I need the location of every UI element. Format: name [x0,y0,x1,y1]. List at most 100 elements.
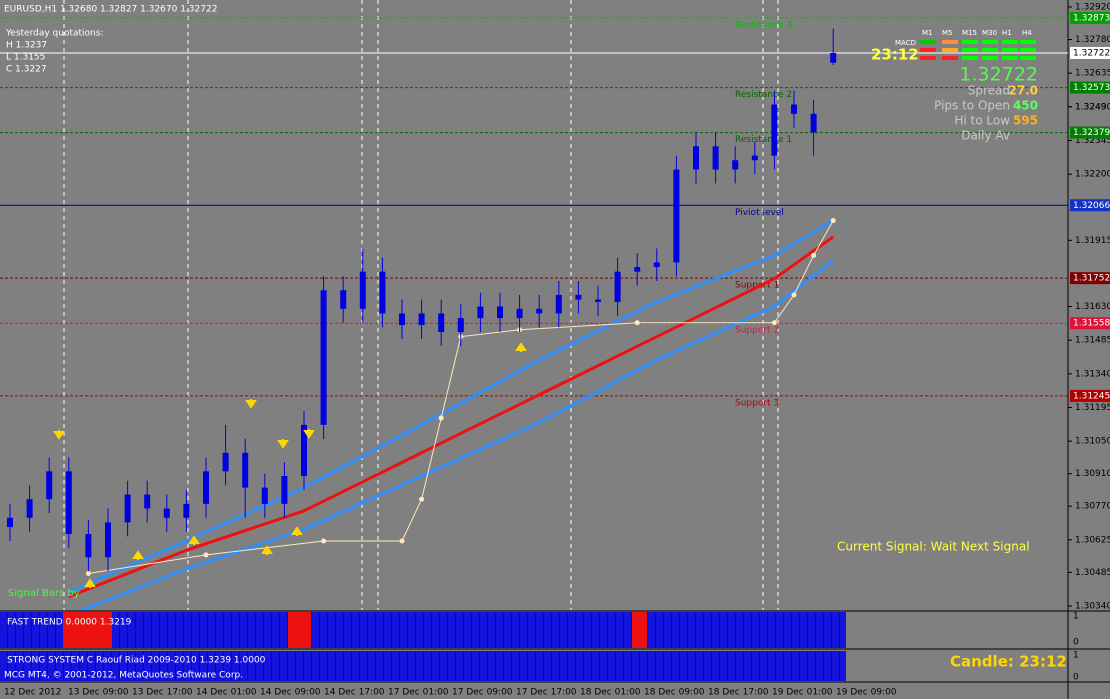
candle-body [26,499,33,518]
price-tick-label: 1.31195 [1075,403,1110,413]
level-box [1070,199,1110,212]
candle-body [379,271,386,314]
strong-system-label: STRONG SYSTEM C Raouf Riad 2009-2010 1.3… [7,656,266,666]
fast-trend-red [63,612,112,648]
price-tick-label: 1.31340 [1075,369,1110,379]
yesterday-close: C 1.3227 [6,65,47,75]
stop-dot [634,320,640,326]
level-value: 1.31245 [1073,391,1110,401]
candle-body [438,313,445,333]
stop-dot [438,415,444,421]
level-label: Support 3 [735,398,779,408]
candle-body [712,146,719,170]
timer: 23:12 [871,46,919,64]
time-label: 13 Dec 17:00 [132,688,193,698]
level-box [1070,81,1110,94]
spread-label: Spread [968,84,1010,98]
price-tick-label: 1.31630 [1075,302,1110,312]
time-label: 19 Dec 09:00 [836,688,897,698]
level-box [1070,11,1110,24]
copyright: MCG MT4, © 2001-2012, MetaQuotes Softwar… [4,671,243,681]
mtf-blocks [920,40,1036,60]
moving-average [68,258,835,617]
panel-axis: 1 [1073,612,1079,622]
candle-body [595,299,601,302]
candle-body [418,313,425,326]
level-box [1070,317,1110,330]
yesterday-low: L 1.3155 [6,53,45,63]
level-label: Piviot level [735,208,784,218]
stop-dot [399,538,405,544]
price-tick-label: 1.32780 [1075,35,1110,45]
level-value: 1.32379 [1073,128,1110,138]
level-label: Resistance 1 [735,135,792,145]
price-tick-label: 1.32635 [1075,69,1110,79]
stop-dot [85,570,91,576]
time-label: 17 Dec 09:00 [452,688,513,698]
stop-dot [321,538,327,544]
timeframe-label: M1 [922,29,933,37]
price-tick-label: 1.30485 [1075,568,1110,578]
level-value: 1.32873 [1073,13,1110,23]
time-label: 18 Dec 17:00 [708,688,769,698]
current-price-box [1070,46,1110,59]
candle-body [810,113,817,133]
strong-system-texture [0,651,846,681]
candle-body [673,169,680,263]
stop-dot [419,496,425,502]
current-price-label: 1.32722 [1073,48,1110,58]
candle-body [536,308,543,314]
stop-dot [771,320,777,326]
candle-body [555,294,562,314]
panel-axis: 0 [1073,673,1079,683]
level-label: Resistance 3 [735,20,792,30]
current-signal: Current Signal: Wait Next Signal [837,540,1030,554]
timeframe-label: M30 [982,29,997,37]
price-chart: Resistance 3 Resistance 2 Resistance 1 Pivi… [0,17,1068,617]
pips-value: 450 [1013,99,1038,113]
price-tick-label: 1.32345 [1075,136,1110,146]
price-tick-label: 1.30770 [1075,502,1110,512]
price-tick-label: 1.30910 [1075,469,1110,479]
candle-body [222,452,229,472]
timeframe-label: M15 [962,29,977,37]
time-label: 14 Dec 01:00 [196,688,257,698]
time-label: 12 Dec 2012 [4,688,62,698]
timeframe-label: H4 [1022,29,1032,37]
time-axis: 12 Dec 2012 13 Dec 09:00 13 Dec 17:00 14 De… [4,688,897,698]
time-label: 14 Dec 09:00 [260,688,321,698]
yesterday-high: H 1.3237 [6,41,47,51]
time-label: 13 Dec 09:00 [68,688,129,698]
price-tick-label: 1.31485 [1075,336,1110,346]
candle-body [693,146,699,170]
candle-body [320,290,327,425]
time-label: 17 Dec 17:00 [516,688,577,698]
candle-body [124,494,131,523]
time-label: 17 Dec 01:00 [388,688,449,698]
spread-value: 27.0 [1008,84,1038,98]
candle-body [634,267,641,272]
candle-body [359,271,366,309]
level-value: 1.32066 [1073,201,1110,211]
candle-body [85,534,92,558]
time-label: 19 Dec 01:00 [772,688,833,698]
candle-body [477,306,484,319]
candle-body [242,452,249,488]
price-tick-label: 1.32920 [1075,3,1110,13]
level-value: 1.31558 [1073,319,1110,329]
panel-axis: 0 [1073,638,1079,648]
candle-body [163,508,170,518]
level-box [1070,126,1110,139]
moving-average [68,219,834,594]
pips-label: Pips to Open [934,99,1010,113]
symbol-header: EURUSD,H1 1.32680 1.32827 1.32670 1.3272… [4,5,217,15]
signal-arrows [53,342,527,588]
signal-bars-note: Signal Bars by [8,588,80,599]
candle-body [46,471,53,500]
candle-body [830,52,837,63]
price-tick-label: 1.30625 [1075,535,1110,545]
stop-dot [203,552,209,558]
candle-body [516,308,523,319]
